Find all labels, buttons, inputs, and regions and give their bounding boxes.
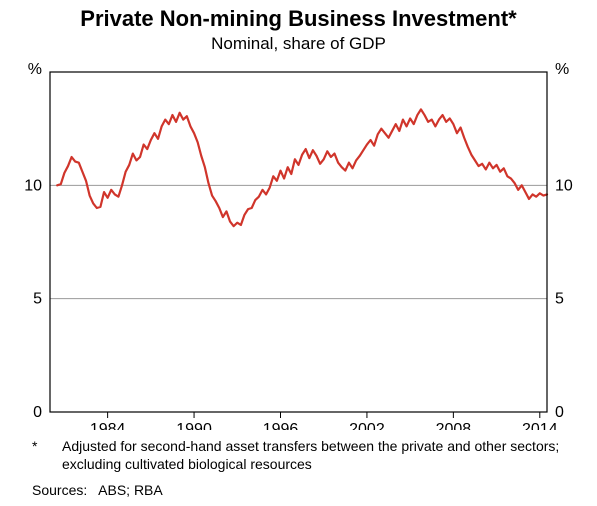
footnote-marker: * <box>32 438 37 456</box>
svg-text:%: % <box>28 61 42 78</box>
sources-label: Sources: <box>32 482 87 498</box>
svg-text:2008: 2008 <box>436 421 472 430</box>
svg-text:0: 0 <box>33 404 42 421</box>
svg-text:1984: 1984 <box>90 421 126 430</box>
chart-footnote: * Adjusted for second-hand asset transfe… <box>62 438 562 473</box>
svg-text:2014: 2014 <box>522 421 558 430</box>
footnote-text: Adjusted for second-hand asset transfers… <box>62 438 559 472</box>
svg-text:5: 5 <box>33 291 42 308</box>
svg-text:%: % <box>555 61 569 78</box>
svg-text:10: 10 <box>555 177 573 194</box>
svg-text:5: 5 <box>555 291 564 308</box>
chart-sources: Sources: ABS; RBA <box>32 482 163 498</box>
svg-text:1990: 1990 <box>176 421 212 430</box>
sources-text: ABS; RBA <box>98 482 163 498</box>
svg-text:1996: 1996 <box>263 421 299 430</box>
svg-text:0: 0 <box>555 404 564 421</box>
chart-plot: 19841990199620022008201400551010%% <box>0 0 597 430</box>
chart-container: Private Non-mining Business Investment* … <box>0 0 597 506</box>
svg-text:2002: 2002 <box>349 421 385 430</box>
svg-text:10: 10 <box>24 177 42 194</box>
